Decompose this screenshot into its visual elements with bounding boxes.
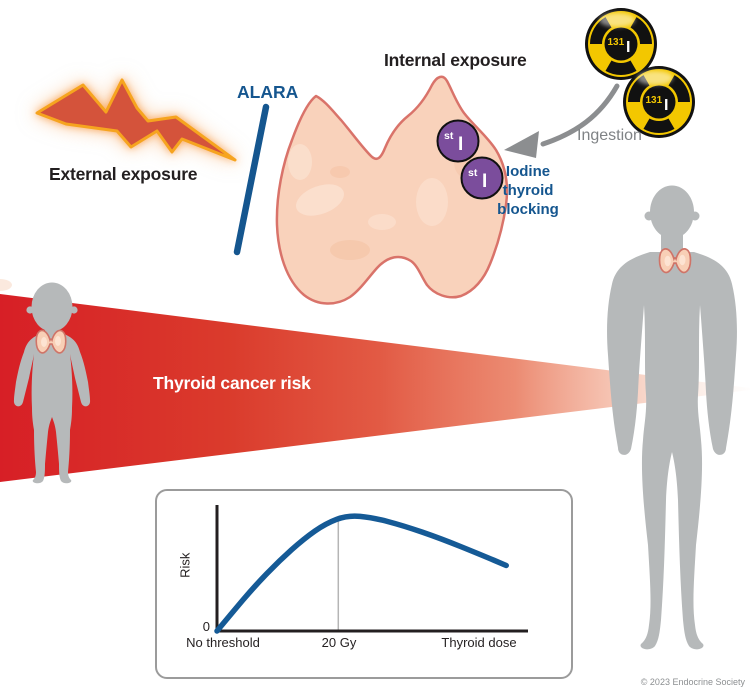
radiation-bolt-icon [35,78,237,162]
alara-bar-icon [233,103,270,256]
iodine-thyroid-blocking-label: Iodine thyroid blocking [497,163,559,218]
risk-chart [155,489,573,679]
child-silhouette [13,282,91,484]
isotope-letter: I [626,39,630,56]
isotope-superscript: 131 [608,37,625,48]
stable-iodine-superscript: st [468,167,478,179]
copyright-text: © 2023 Endocrine Society [640,677,745,687]
iodine-131-capsule: 131 I [623,66,695,138]
chart-tick-no-threshold: No threshold [186,635,260,650]
iodine-131-capsule: 131 I [585,8,657,80]
chart-tick-20gy: 20 Gy [321,635,357,650]
chart-tick-thyroid-dose: Thyroid dose [441,635,517,650]
chart-ylabel: Risk [177,552,193,578]
thyroid-cancer-risk-label: Thyroid cancer risk [153,373,311,393]
ingestion-arrow-icon [504,83,620,158]
internal-exposure-label: Internal exposure [384,50,527,70]
risk-wedge [0,294,750,482]
risk-curve [214,513,509,634]
isotope-letter: I [664,97,668,114]
stable-iodine-letter: I [458,134,463,155]
external-exposure-label: External exposure [49,164,198,184]
ingestion-label: Ingestion [577,127,642,144]
isotope-superscript: 131 [646,95,663,106]
adult-silhouette [607,185,737,650]
stable-iodine-circle: st I [436,119,480,163]
stable-iodine-superscript: st [444,130,454,142]
stable-iodine-circle: st I [460,156,504,200]
chart-origin-label: 0 [202,619,210,634]
alara-label: ALARA [237,82,299,102]
stable-iodine-letter: I [482,171,487,192]
